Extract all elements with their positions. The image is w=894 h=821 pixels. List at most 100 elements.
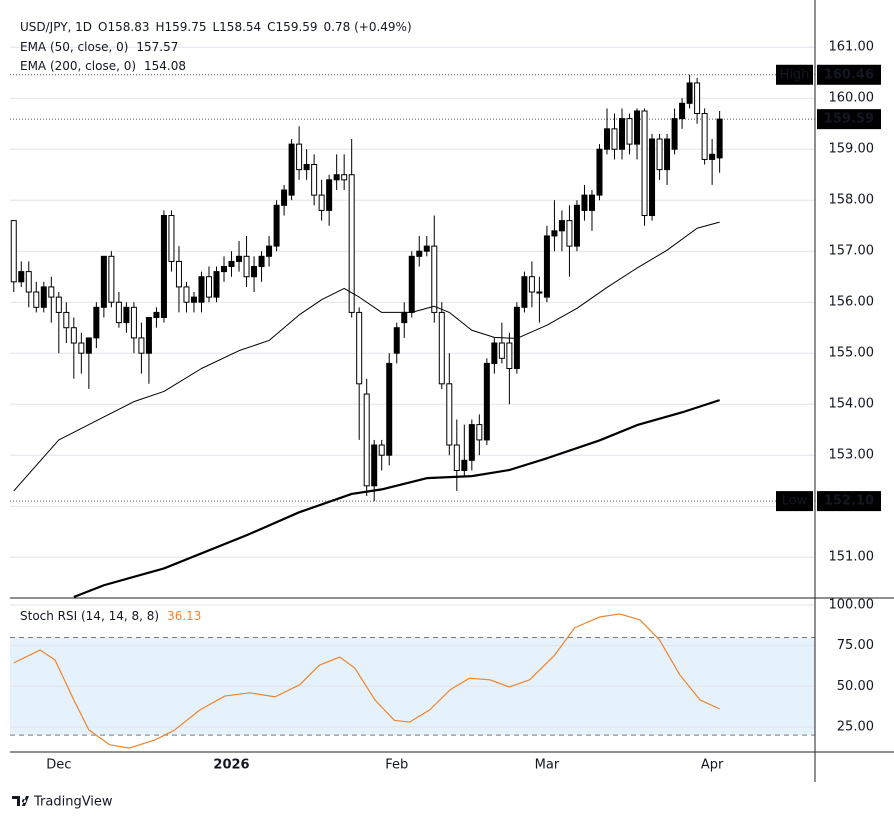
candle-body bbox=[611, 128, 618, 150]
candle-body bbox=[588, 194, 595, 211]
y-tick-label: 155.00 bbox=[829, 346, 875, 361]
candle-body bbox=[634, 110, 641, 145]
candle-body bbox=[145, 317, 152, 354]
candle-body bbox=[183, 286, 190, 303]
candle-body bbox=[281, 189, 288, 206]
candle-body bbox=[40, 286, 47, 308]
y-tick-label: 159.00 bbox=[829, 142, 875, 157]
y-tick-label: 25.00 bbox=[837, 719, 874, 734]
logo: TradingView bbox=[12, 795, 113, 810]
candle-body bbox=[701, 113, 708, 160]
legend-name: EMA (200, close, 0) bbox=[20, 59, 136, 73]
marker-name-box bbox=[776, 64, 813, 85]
candle-body bbox=[694, 82, 701, 115]
candle-body bbox=[138, 337, 145, 354]
candle-body bbox=[401, 311, 408, 324]
candle-body bbox=[566, 220, 573, 247]
last-price-box bbox=[817, 109, 881, 130]
last-price-label: 159.59 bbox=[824, 112, 874, 127]
legend-ema50: EMA (50, close, 0) 157.57 bbox=[20, 40, 178, 54]
candle-body bbox=[551, 230, 558, 237]
candle-body bbox=[303, 164, 310, 171]
legend-value: 157.57 bbox=[136, 40, 178, 54]
candle-body bbox=[108, 255, 115, 303]
header: USD/JPY, 1D O158.83 H159.75 L158.54 C159.59 0… bbox=[20, 20, 412, 34]
candle-body bbox=[476, 424, 483, 441]
candle-body bbox=[326, 179, 333, 211]
marker-name: High bbox=[780, 67, 810, 82]
candle-body bbox=[25, 271, 32, 293]
candle-body bbox=[273, 204, 280, 247]
candle-body bbox=[543, 235, 550, 298]
candle-body bbox=[205, 276, 212, 298]
candle-body bbox=[468, 424, 475, 461]
legend-stoch: Stoch RSI (14, 14, 8, 8) 36.13 bbox=[20, 609, 201, 623]
line-series bbox=[13, 221, 720, 492]
candle-body bbox=[236, 255, 243, 262]
candle-body bbox=[258, 255, 265, 268]
x-tick-label: Dec bbox=[46, 758, 71, 773]
candle-body bbox=[453, 444, 460, 472]
candle-body bbox=[85, 337, 92, 354]
candle-body bbox=[296, 143, 303, 171]
close: C159.59 bbox=[267, 20, 317, 34]
candle-body bbox=[130, 306, 137, 339]
line-series bbox=[73, 399, 720, 599]
low: L158.54 bbox=[212, 20, 261, 34]
marker-name: Low bbox=[782, 494, 808, 509]
candle-body bbox=[356, 311, 363, 385]
candle-body bbox=[243, 255, 250, 278]
y-tick-label: 75.00 bbox=[837, 638, 874, 653]
candle-body bbox=[491, 342, 498, 364]
candle-body bbox=[446, 383, 453, 446]
candle-body bbox=[371, 444, 378, 487]
candle-body bbox=[521, 276, 528, 308]
candle-body bbox=[483, 362, 490, 441]
candle-body bbox=[603, 128, 610, 150]
y-tick-label: 151.00 bbox=[829, 550, 875, 565]
candle-body bbox=[596, 148, 603, 196]
candle-body bbox=[536, 291, 543, 294]
candle-body bbox=[423, 245, 430, 252]
candle-body bbox=[175, 260, 182, 288]
change: 0.78 (+0.49%) bbox=[324, 20, 412, 34]
candle-body bbox=[341, 174, 348, 181]
candle-body bbox=[228, 260, 235, 268]
symbol: USD/JPY, 1D bbox=[20, 20, 92, 34]
y-tick-label: 100.00 bbox=[829, 597, 875, 612]
candle-body bbox=[48, 286, 55, 298]
candle-body bbox=[408, 255, 415, 313]
marker-value: 160.46 bbox=[824, 67, 874, 82]
legend-value: 154.08 bbox=[144, 59, 186, 73]
marker-value: 152.10 bbox=[824, 494, 874, 509]
y-tick-label: 154.00 bbox=[829, 397, 875, 412]
candle-body bbox=[190, 296, 197, 303]
candle-body bbox=[431, 245, 438, 313]
x-tick-label: Feb bbox=[385, 758, 408, 773]
candle-body bbox=[78, 342, 85, 354]
candle-body bbox=[33, 291, 40, 308]
x-tick-label: Apr bbox=[701, 758, 724, 773]
candle-body bbox=[70, 327, 77, 344]
candle-body bbox=[168, 215, 175, 262]
labels-layer: 151.00152.00153.00154.00155.00156.00157.… bbox=[46, 40, 881, 773]
y-tick-label: 160.00 bbox=[829, 91, 875, 106]
candle-body bbox=[123, 306, 130, 324]
marker-value-box bbox=[817, 64, 881, 85]
candle-body bbox=[318, 194, 325, 211]
x-tick-label: 2026 bbox=[213, 758, 249, 773]
marks-layer bbox=[10, 74, 723, 749]
candle-body bbox=[581, 194, 588, 211]
candle-body bbox=[573, 204, 580, 247]
candle-body bbox=[160, 215, 167, 319]
y-tick-label: 153.00 bbox=[829, 448, 875, 463]
marker-name-box bbox=[776, 491, 813, 512]
candle-body bbox=[251, 266, 258, 278]
candle-body bbox=[671, 118, 678, 150]
legend-name: EMA (50, close, 0) bbox=[20, 40, 128, 54]
candle-body bbox=[153, 311, 160, 319]
brand: TradingView bbox=[33, 795, 113, 810]
y-tick-label: 157.00 bbox=[829, 244, 875, 259]
high: H159.75 bbox=[155, 20, 206, 34]
